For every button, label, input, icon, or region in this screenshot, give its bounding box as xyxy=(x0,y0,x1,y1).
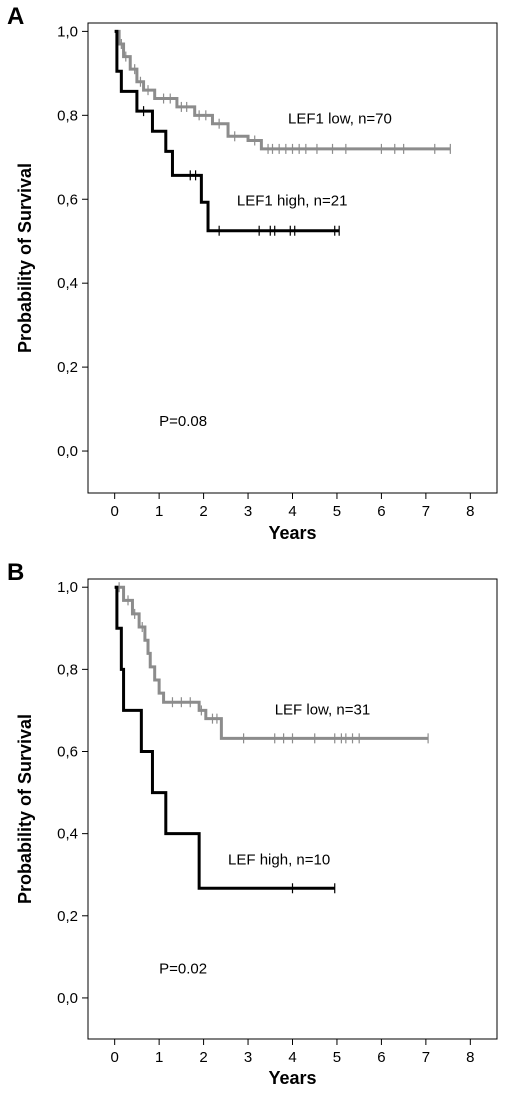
survival-curve-low xyxy=(114,29,451,151)
x-tick-label: 3 xyxy=(244,503,252,520)
x-tick-label: 8 xyxy=(466,503,474,520)
panel-a-x-axis-title: Years xyxy=(268,523,316,543)
x-tick-label: 3 xyxy=(244,1049,252,1066)
chart-annotation: P=0.02 xyxy=(159,960,207,977)
survival-curve-high xyxy=(114,29,340,233)
chart-annotation: P=0.08 xyxy=(159,413,207,430)
panel-b-letter: B xyxy=(7,559,24,586)
y-tick-label: 0,4 xyxy=(57,826,78,843)
survival-curve-low xyxy=(114,585,429,740)
x-tick-label: 4 xyxy=(288,503,296,520)
chart-annotation: LEF low, n=31 xyxy=(275,702,370,719)
chart-annotation: LEF high, n=10 xyxy=(228,851,330,868)
y-tick-label: 0,0 xyxy=(57,990,78,1007)
x-tick-label: 6 xyxy=(377,1049,385,1066)
x-tick-label: 5 xyxy=(333,1049,341,1066)
y-tick-label: 0,8 xyxy=(57,107,78,124)
y-tick-label: 0,8 xyxy=(57,661,78,678)
panel-b-chart: B Probability of Survival Years 0,0 0,2 0,… xyxy=(7,559,498,1088)
y-tick-label: 0,4 xyxy=(57,275,78,292)
panel-a-plot-root: A Probability of Survival Years 0,0 0,2 0,… xyxy=(7,3,498,543)
x-tick-label: 7 xyxy=(422,503,430,520)
y-tick-label: 0,2 xyxy=(57,908,78,925)
panel-b-y-axis-title: Probability of Survival xyxy=(15,714,35,904)
y-tick-label: 0,6 xyxy=(57,744,78,761)
plot-frame xyxy=(87,22,498,494)
y-tick-label: 0,0 xyxy=(57,443,78,460)
x-tick-label: 8 xyxy=(466,1049,474,1066)
x-tick-label: 6 xyxy=(377,503,385,520)
x-tick-label: 2 xyxy=(199,503,207,520)
panel-a-chart: A Probability of Survival Years 0,0 0,2 0,… xyxy=(7,3,498,543)
panel-a-y-axis-title: Probability of Survival xyxy=(15,163,35,353)
x-tick-label: 5 xyxy=(333,503,341,520)
chart-annotation: LEF1 high, n=21 xyxy=(237,193,348,210)
x-tick-label: 1 xyxy=(155,503,163,520)
panel-b-plot-root: B Probability of Survival Years 0,0 0,2 0,… xyxy=(7,559,498,1088)
x-tick-label: 0 xyxy=(111,1049,119,1066)
x-tick-label: 7 xyxy=(422,1049,430,1066)
x-tick-label: 1 xyxy=(155,1049,163,1066)
panel-a-letter: A xyxy=(7,3,24,30)
x-tick-label: 4 xyxy=(288,1049,296,1066)
x-tick-label: 2 xyxy=(199,1049,207,1066)
panel-b-x-axis-title: Years xyxy=(268,1068,316,1088)
y-tick-label: 0,2 xyxy=(57,359,78,376)
survival-curve-high xyxy=(114,585,335,890)
y-tick-label: 1,0 xyxy=(57,23,78,40)
y-tick-label: 0,6 xyxy=(57,191,78,208)
x-tick-label: 0 xyxy=(111,503,119,520)
chart-annotation: LEF1 low, n=70 xyxy=(288,111,392,128)
y-tick-label: 1,0 xyxy=(57,579,78,596)
